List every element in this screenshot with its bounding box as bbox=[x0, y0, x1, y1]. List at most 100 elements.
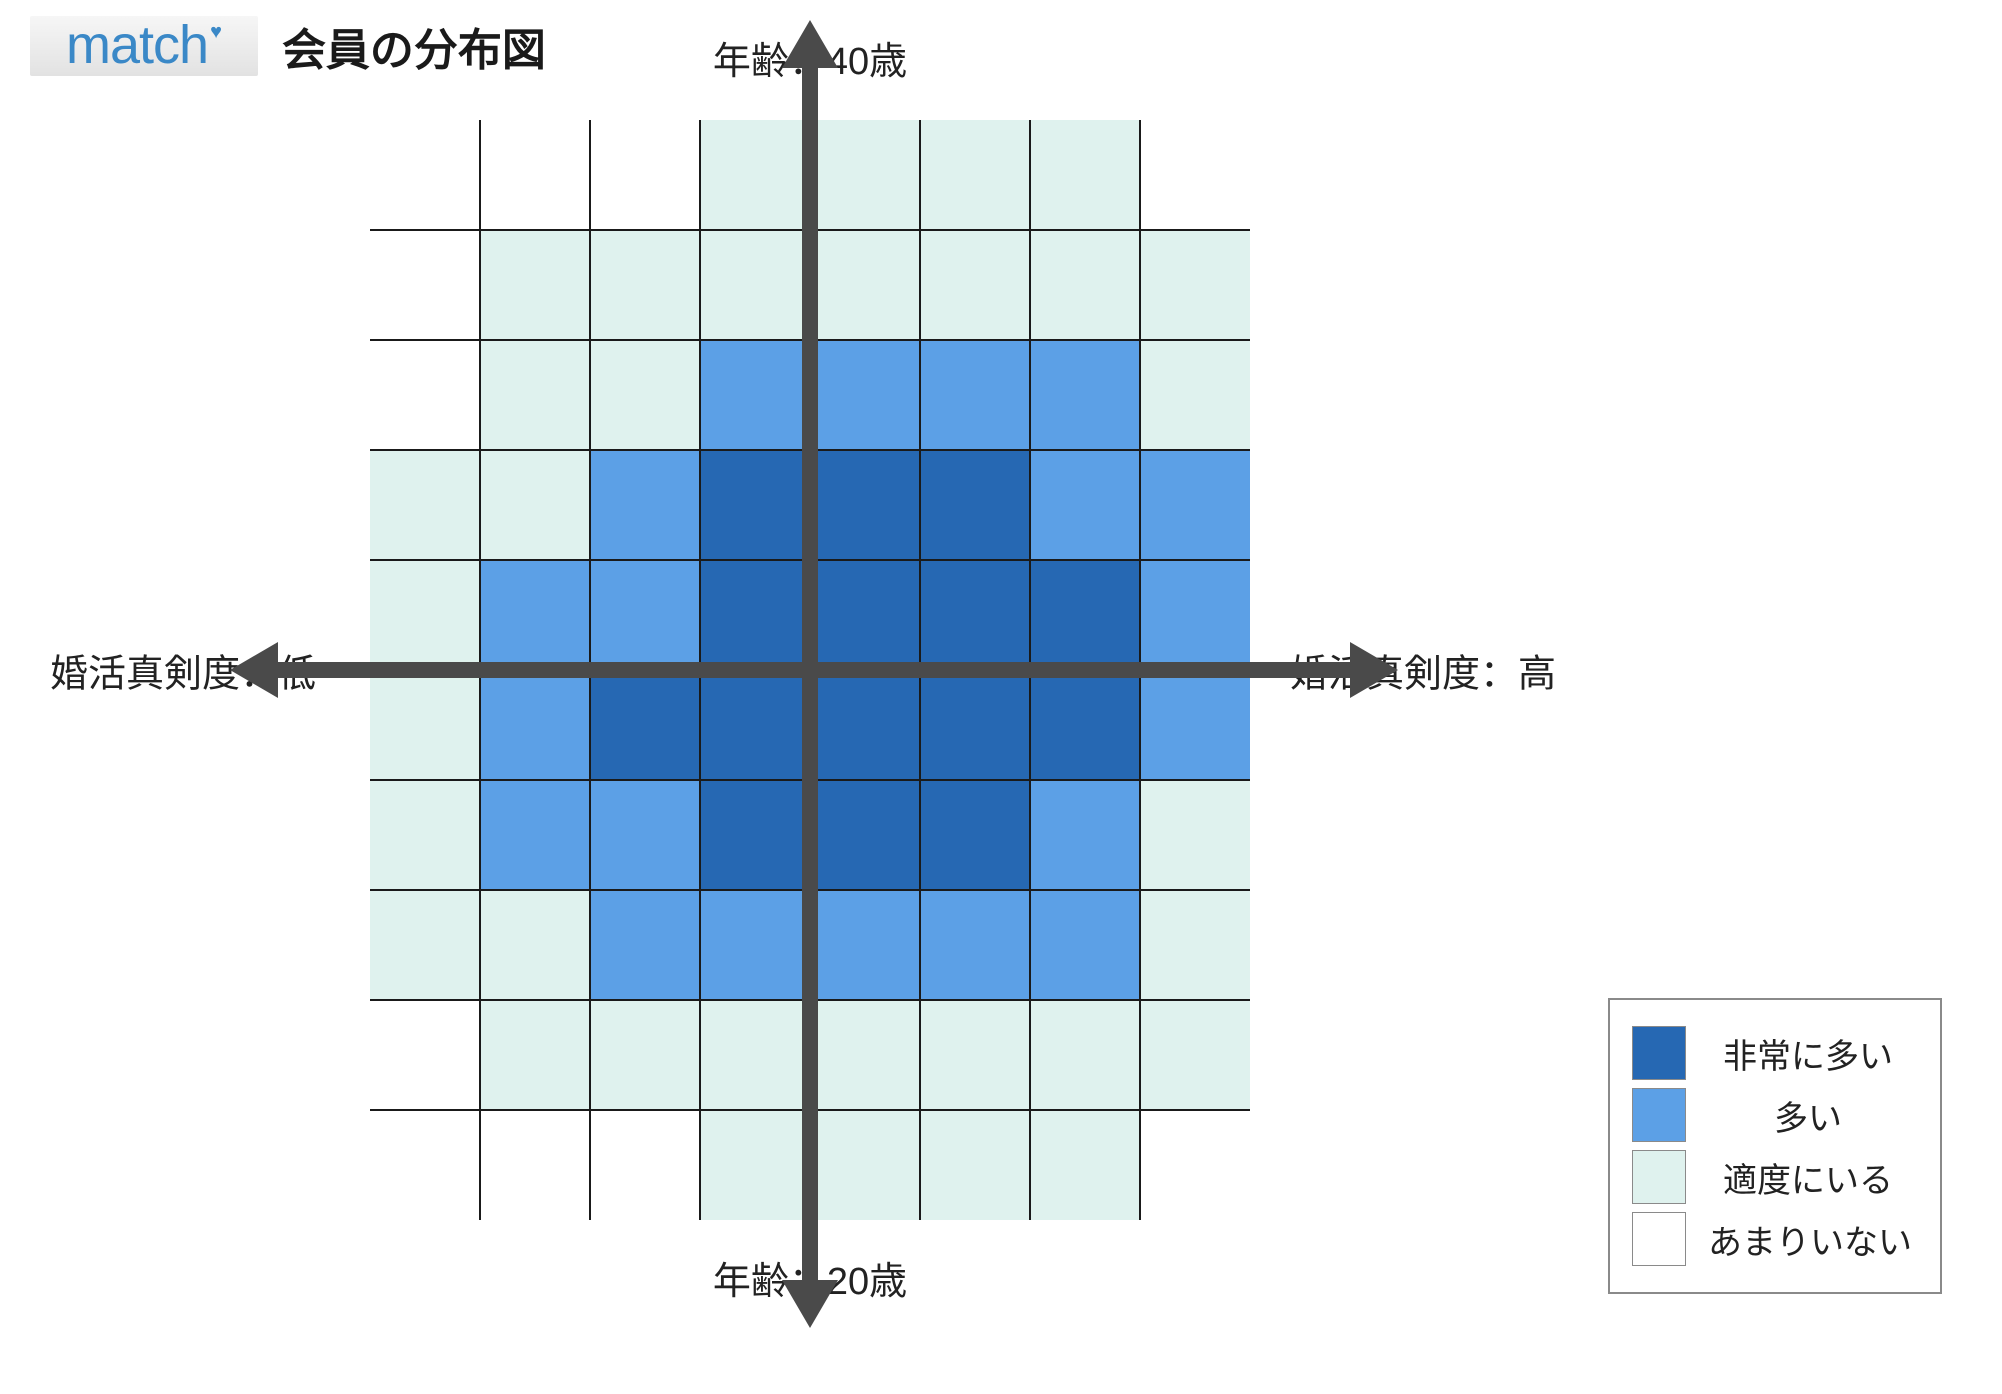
heatmap-cell bbox=[370, 1110, 480, 1220]
legend-swatch bbox=[1632, 1026, 1686, 1080]
heatmap-cell bbox=[810, 120, 920, 230]
legend-swatch bbox=[1632, 1212, 1686, 1266]
heatmap-cell bbox=[810, 780, 920, 890]
heatmap-cell bbox=[810, 1110, 920, 1220]
heatmap-cell bbox=[700, 450, 810, 560]
heatmap-cell bbox=[810, 340, 920, 450]
legend-item: 多い bbox=[1632, 1088, 1912, 1142]
heatmap-cell bbox=[920, 670, 1030, 780]
heatmap-cell bbox=[920, 780, 1030, 890]
heatmap-cell bbox=[700, 560, 810, 670]
legend-label: 適度にいる bbox=[1708, 1153, 1908, 1202]
arrowhead-up-icon bbox=[782, 20, 838, 68]
heatmap-cell bbox=[1140, 120, 1250, 230]
heatmap-cell bbox=[700, 120, 810, 230]
heatmap-cell bbox=[370, 560, 480, 670]
heatmap-cell bbox=[700, 1110, 810, 1220]
heatmap-cell bbox=[480, 120, 590, 230]
heatmap-cell bbox=[590, 560, 700, 670]
heatmap-cell bbox=[370, 670, 480, 780]
legend: 非常に多い多い適度にいるあまりいない bbox=[1608, 998, 1942, 1294]
heatmap-cell bbox=[480, 1000, 590, 1110]
heatmap-cell bbox=[1140, 890, 1250, 1000]
heatmap-cell bbox=[1140, 670, 1250, 780]
legend-item: あまりいない bbox=[1632, 1212, 1912, 1266]
legend-label: あまりいない bbox=[1708, 1215, 1912, 1264]
heatmap-cell bbox=[370, 230, 480, 340]
distribution-chart: 年齢：40歳 年齢：20歳 婚活真剣度：低 婚活真剣度：高 bbox=[370, 120, 1250, 1220]
heatmap-cell bbox=[370, 340, 480, 450]
heatmap-cell bbox=[920, 340, 1030, 450]
legend-label: 非常に多い bbox=[1708, 1029, 1908, 1078]
heatmap-cell bbox=[1030, 120, 1140, 230]
heatmap-cell bbox=[590, 670, 700, 780]
heatmap-cell bbox=[920, 1000, 1030, 1110]
logo-text: match bbox=[66, 18, 208, 72]
heatmap-cell bbox=[1140, 1000, 1250, 1110]
heatmap-cell bbox=[1030, 780, 1140, 890]
heatmap-cell bbox=[590, 780, 700, 890]
heatmap-cell bbox=[700, 1000, 810, 1110]
logo: match ♥ bbox=[30, 16, 258, 76]
heatmap-cell bbox=[480, 340, 590, 450]
heatmap-cell bbox=[1140, 230, 1250, 340]
heatmap-cell bbox=[920, 1110, 1030, 1220]
heatmap-cell bbox=[480, 1110, 590, 1220]
heatmap-cell bbox=[1030, 340, 1140, 450]
heatmap-cell bbox=[480, 230, 590, 340]
heatmap-cell bbox=[370, 450, 480, 560]
heatmap-cell bbox=[480, 890, 590, 1000]
legend-item: 適度にいる bbox=[1632, 1150, 1912, 1204]
heatmap-cell bbox=[920, 560, 1030, 670]
header: match ♥ 会員の分布図 bbox=[30, 14, 546, 78]
heatmap-cell bbox=[1140, 1110, 1250, 1220]
heatmap-cell bbox=[1030, 450, 1140, 560]
heatmap-cell bbox=[1030, 1000, 1140, 1110]
heatmap-cell bbox=[1030, 890, 1140, 1000]
heatmap-cell bbox=[1140, 560, 1250, 670]
legend-label: 多い bbox=[1708, 1091, 1908, 1140]
heatmap-cell bbox=[590, 230, 700, 340]
heart-icon: ♥ bbox=[210, 22, 222, 42]
legend-swatch bbox=[1632, 1088, 1686, 1142]
heatmap-cell bbox=[700, 340, 810, 450]
heatmap-cell bbox=[370, 1000, 480, 1110]
heatmap-cell bbox=[1030, 230, 1140, 340]
arrowhead-down-icon bbox=[782, 1280, 838, 1328]
heatmap-cell bbox=[1030, 670, 1140, 780]
heatmap-cell bbox=[700, 890, 810, 1000]
heatmap-cell bbox=[810, 1000, 920, 1110]
heatmap-cell bbox=[370, 120, 480, 230]
legend-item: 非常に多い bbox=[1632, 1026, 1912, 1080]
heatmap-cell bbox=[920, 120, 1030, 230]
heatmap-cell bbox=[700, 670, 810, 780]
heatmap-cell bbox=[1030, 560, 1140, 670]
heatmap-cell bbox=[1140, 340, 1250, 450]
heatmap-cell bbox=[1030, 1110, 1140, 1220]
heatmap-cell bbox=[590, 1110, 700, 1220]
heatmap-cell bbox=[810, 450, 920, 560]
heatmap-cell bbox=[700, 230, 810, 340]
heatmap-cell bbox=[810, 560, 920, 670]
heatmap-cell bbox=[590, 340, 700, 450]
heatmap-cell bbox=[590, 1000, 700, 1110]
heatmap-cell bbox=[920, 450, 1030, 560]
heatmap-cell bbox=[590, 120, 700, 230]
heatmap-cell bbox=[810, 890, 920, 1000]
heatmap-cell bbox=[590, 450, 700, 560]
page-title: 会員の分布図 bbox=[282, 14, 546, 78]
heatmap-cell bbox=[1140, 450, 1250, 560]
heatmap-cell bbox=[370, 890, 480, 1000]
heatmap-cell bbox=[370, 780, 480, 890]
heatmap-cell bbox=[1140, 780, 1250, 890]
heatmap-cell bbox=[810, 670, 920, 780]
heatmap-cell bbox=[480, 560, 590, 670]
legend-swatch bbox=[1632, 1150, 1686, 1204]
heatmap-cell bbox=[700, 780, 810, 890]
heatmap-cell bbox=[590, 890, 700, 1000]
axis-horizontal bbox=[270, 662, 1350, 678]
heatmap-cell bbox=[920, 230, 1030, 340]
arrowhead-left-icon bbox=[230, 642, 278, 698]
heatmap-cell bbox=[480, 450, 590, 560]
heatmap-cell bbox=[920, 890, 1030, 1000]
